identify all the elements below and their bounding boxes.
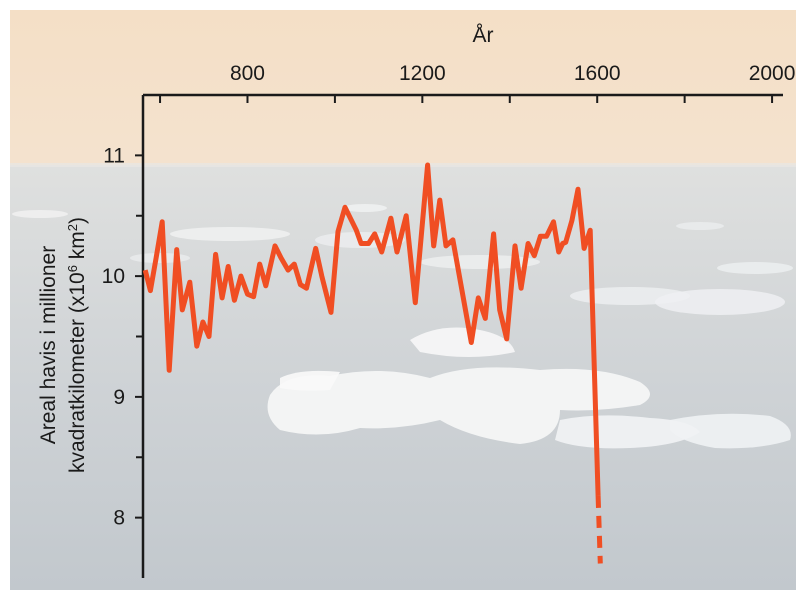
data-series xyxy=(142,162,603,564)
y-axis-title-line2: kvadratkilometer (x106 km2) xyxy=(65,217,90,473)
y-axis-title-exponent: 6 xyxy=(65,265,80,272)
y-tick-label: 11 xyxy=(103,144,125,167)
x-tick-label: 1200 xyxy=(399,62,446,85)
y-axis-title-unit-exponent: 2 xyxy=(65,224,80,231)
y-axis-title-unit: km xyxy=(66,231,89,265)
y-axis-ticks: 8 9 10 11 xyxy=(102,144,143,530)
y-axis-title-line1: Areal havis i millioner xyxy=(37,246,60,444)
x-axis-ticks: 800 1200 1600 2000 xyxy=(159,62,796,103)
x-tick-label: 1600 xyxy=(574,62,621,85)
y-tick-label: 10 xyxy=(102,265,125,288)
x-tick-label: 800 xyxy=(230,62,265,85)
sea-ice-line-projection xyxy=(595,495,603,564)
background-photo xyxy=(10,10,796,590)
sea-ice-line xyxy=(142,162,601,496)
y-axis-title-close: ) xyxy=(66,217,89,224)
x-tick-label: 2000 xyxy=(749,62,796,85)
y-axis-title-main: kvadratkilometer (x10 xyxy=(66,272,89,473)
y-tick-label: 8 xyxy=(113,507,125,530)
x-axis-title: År xyxy=(473,24,494,47)
y-tick-label: 9 xyxy=(113,386,125,409)
y-axis-title: Areal havis i millioner kvadratkilometer… xyxy=(37,217,89,473)
